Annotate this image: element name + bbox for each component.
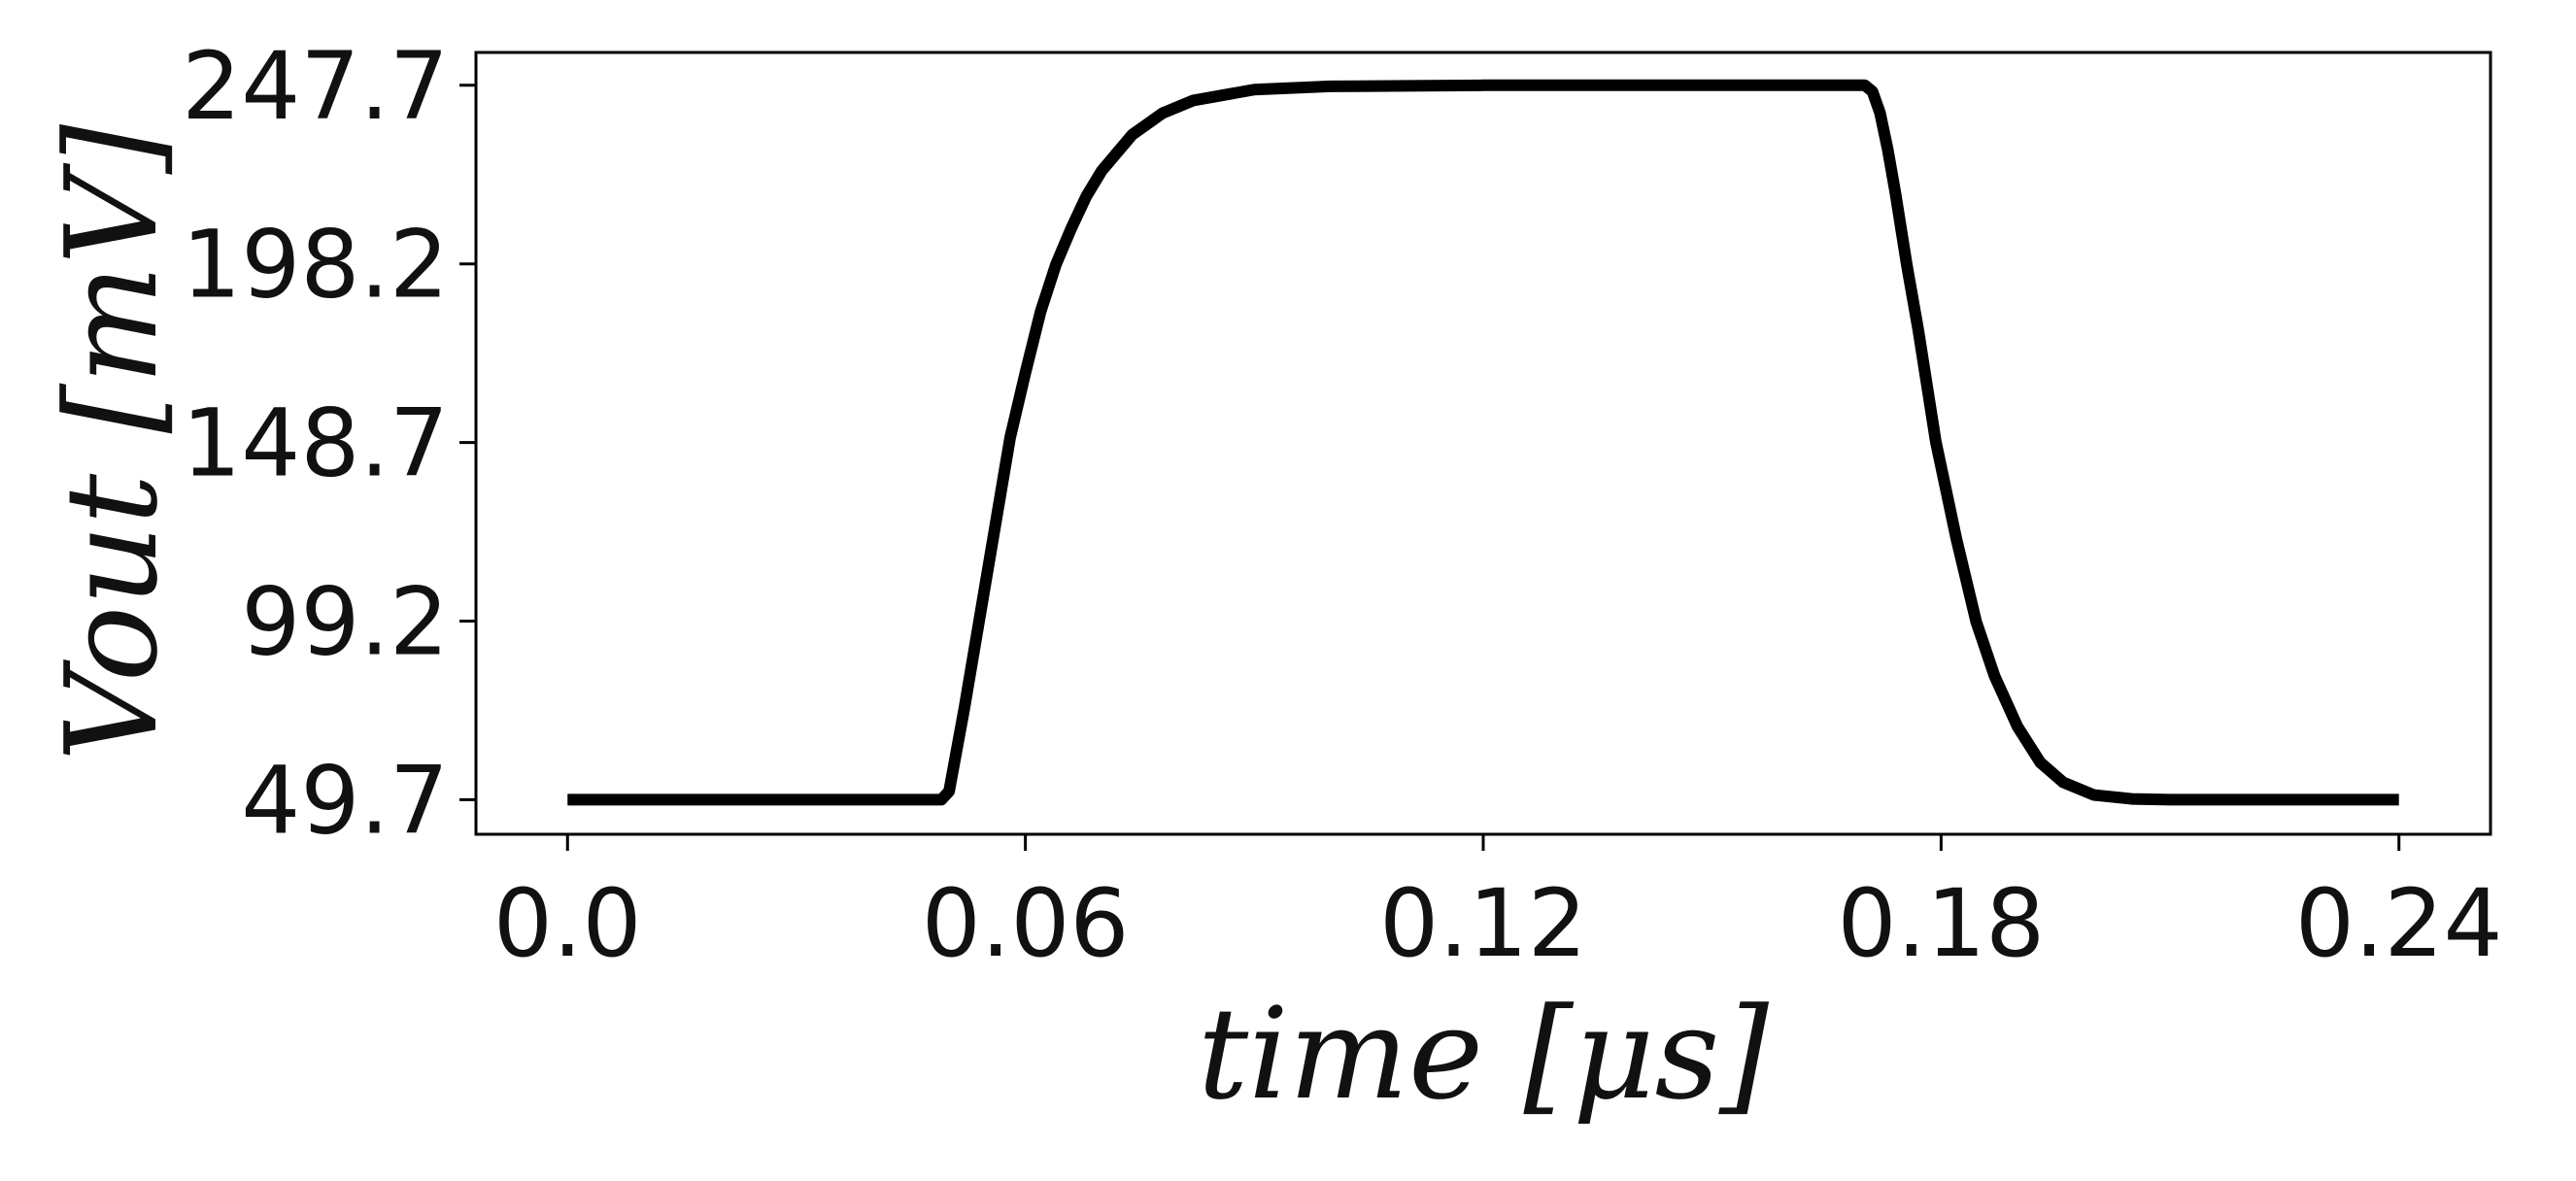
x-axis-label: time [μs] [1198, 980, 1769, 1128]
y-tick-label: 99.2 [241, 567, 449, 676]
x-tick-label: 0.12 [1379, 869, 1587, 978]
x-tick-label: 0.06 [922, 869, 1130, 978]
y-tick-label: 198.2 [182, 211, 449, 320]
y-axis-label: Vout [mV] [38, 124, 186, 761]
y-tick-label: 148.7 [182, 389, 449, 498]
plot-frame [474, 51, 2492, 836]
x-tick-label: 0.24 [2295, 869, 2503, 978]
x-tick-label: 0.0 [493, 869, 642, 978]
y-tick-label: 49.7 [241, 746, 449, 855]
y-tick-label: 247.7 [182, 32, 449, 141]
data-line [567, 79, 2399, 806]
x-tick-label: 0.18 [1837, 869, 2045, 978]
